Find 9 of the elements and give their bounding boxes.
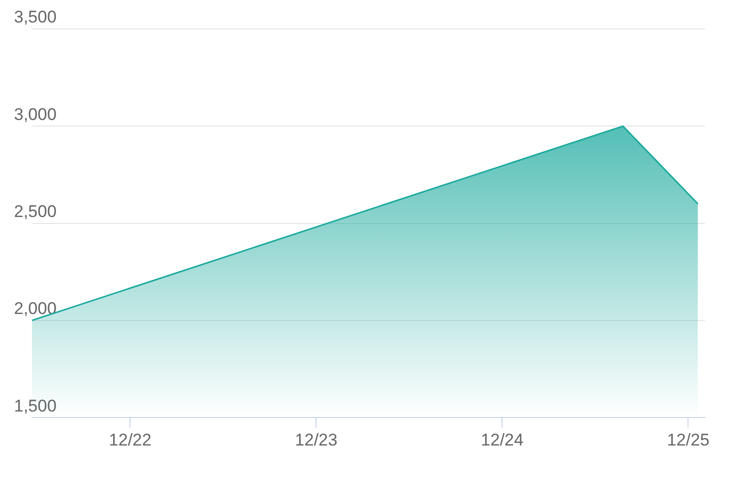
y-tick-label: 3,000: [14, 104, 57, 124]
y-tick-label: 2,500: [14, 202, 57, 221]
y-tick-label: 2,000: [14, 299, 57, 318]
x-tick-label: 12/25: [666, 430, 710, 450]
y-tick-label: 1,500: [14, 396, 57, 416]
x-tick-label: 12/22: [108, 430, 152, 450]
y-tick-label: 3,500: [14, 8, 57, 27]
x-tick-label: 12/23: [294, 430, 338, 450]
x-tick-label: 12/24: [480, 430, 524, 450]
